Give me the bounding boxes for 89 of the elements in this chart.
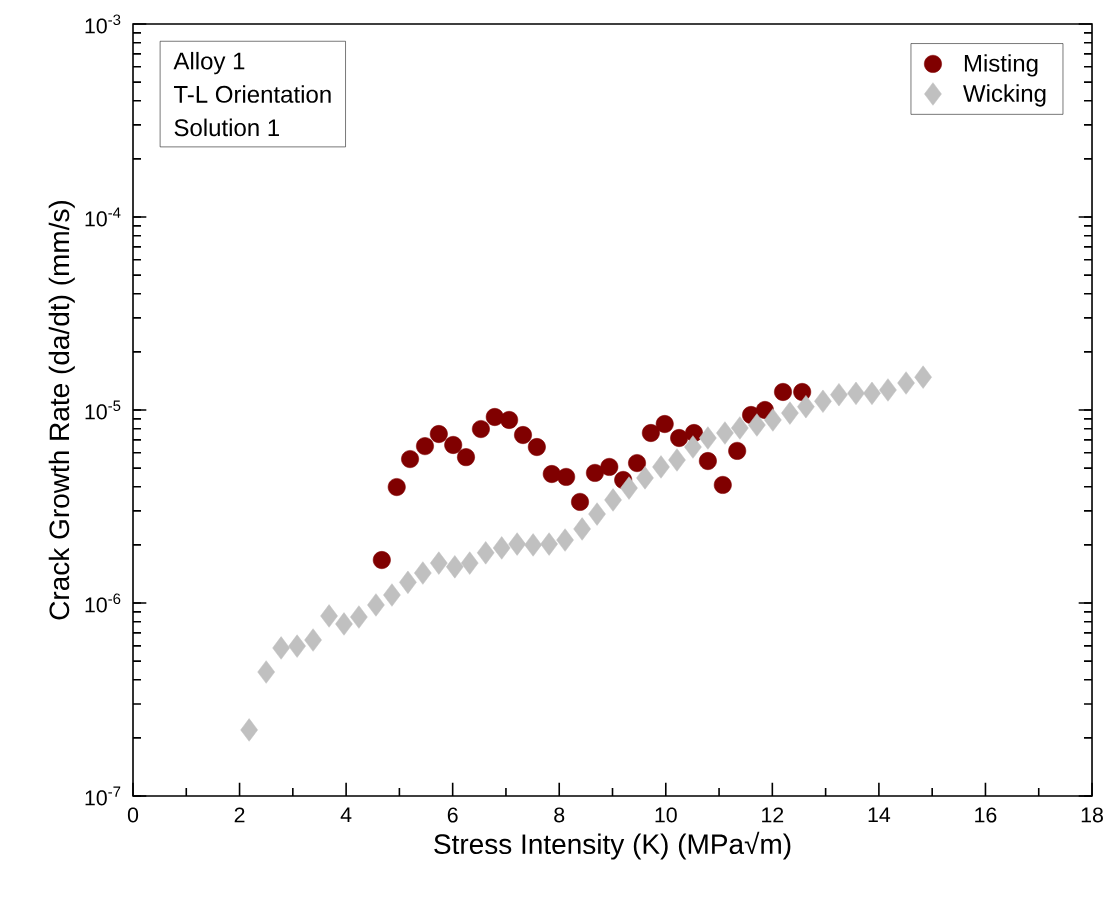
point bbox=[524, 533, 542, 557]
x-tick-label: 10 bbox=[655, 807, 677, 823]
point bbox=[731, 416, 749, 440]
point bbox=[372, 551, 391, 569]
point bbox=[557, 468, 576, 486]
x-tick-label: 0 bbox=[127, 807, 139, 823]
point bbox=[508, 532, 526, 556]
point bbox=[774, 383, 792, 401]
point bbox=[698, 452, 717, 470]
point bbox=[257, 660, 275, 684]
annotation: Alloy 1 bbox=[173, 51, 245, 75]
point bbox=[699, 426, 717, 450]
point bbox=[460, 551, 479, 575]
point bbox=[897, 371, 915, 395]
point bbox=[847, 381, 865, 405]
point bbox=[814, 389, 832, 413]
point bbox=[492, 536, 511, 560]
x-tick-label: 6 bbox=[447, 807, 458, 823]
point bbox=[399, 570, 417, 594]
point bbox=[416, 437, 434, 456]
point bbox=[429, 425, 448, 443]
point bbox=[367, 593, 385, 617]
point bbox=[446, 555, 464, 579]
x-axis-title: Stress Intensity (K) (MPa√m) bbox=[434, 831, 791, 860]
point bbox=[585, 464, 604, 482]
legend-label: Wicking bbox=[963, 84, 1046, 107]
point bbox=[350, 605, 368, 629]
point bbox=[288, 634, 306, 658]
point bbox=[620, 476, 638, 500]
point bbox=[514, 426, 532, 444]
point bbox=[728, 441, 747, 460]
y-tick-label: 10$^{-4}$ bbox=[85, 207, 121, 227]
point bbox=[571, 492, 589, 511]
point bbox=[444, 436, 463, 454]
point bbox=[500, 411, 519, 429]
point bbox=[383, 583, 401, 607]
point bbox=[797, 395, 815, 419]
point bbox=[793, 383, 812, 401]
point bbox=[781, 401, 799, 425]
x-tick-label: 18 bbox=[1081, 807, 1103, 823]
y-tick-label: 10$^{-7}$ bbox=[85, 786, 121, 806]
y-axis-title: Crack Growth Rate (da/dt) (mm/s) bbox=[48, 200, 75, 620]
point bbox=[764, 408, 782, 432]
legend-label: Misting bbox=[964, 54, 1038, 77]
point bbox=[604, 488, 622, 512]
point bbox=[272, 636, 290, 660]
point bbox=[471, 420, 490, 438]
point bbox=[320, 604, 338, 628]
point bbox=[527, 438, 546, 456]
y-tick-label: 10$^{-6}$ bbox=[85, 593, 121, 613]
point bbox=[628, 454, 646, 473]
point bbox=[556, 528, 574, 552]
point bbox=[476, 541, 495, 565]
y-tick-label: 10$^{-5}$ bbox=[85, 400, 121, 420]
point bbox=[335, 612, 353, 636]
point bbox=[573, 517, 591, 541]
point bbox=[713, 476, 732, 494]
y-tick-label: 10$^{-3}$ bbox=[85, 14, 121, 34]
point bbox=[668, 448, 686, 472]
point bbox=[240, 718, 258, 742]
x-tick-label: 2 bbox=[234, 807, 245, 823]
point bbox=[600, 458, 619, 476]
point bbox=[636, 466, 654, 490]
point bbox=[670, 429, 689, 447]
point bbox=[588, 502, 606, 526]
x-tick-label: 8 bbox=[554, 807, 565, 823]
point bbox=[652, 455, 670, 479]
point bbox=[457, 448, 475, 467]
point bbox=[414, 561, 432, 585]
point bbox=[641, 424, 660, 442]
point bbox=[716, 421, 734, 445]
point bbox=[879, 378, 897, 402]
x-tick-label: 12 bbox=[762, 807, 784, 823]
point bbox=[830, 383, 848, 407]
point bbox=[387, 478, 406, 496]
point bbox=[430, 551, 448, 575]
point bbox=[401, 450, 419, 468]
point bbox=[655, 415, 674, 433]
x-tick-label: 4 bbox=[340, 807, 352, 823]
annotation: T-L Orientation bbox=[174, 85, 331, 103]
point bbox=[914, 365, 932, 389]
point bbox=[540, 532, 558, 556]
point bbox=[863, 381, 881, 405]
x-tick-label: 14 bbox=[868, 807, 891, 823]
point bbox=[748, 413, 766, 437]
point bbox=[684, 435, 702, 459]
point bbox=[304, 628, 322, 652]
x-tick-label: 16 bbox=[975, 807, 997, 823]
annotation: Solution 1 bbox=[174, 118, 279, 137]
